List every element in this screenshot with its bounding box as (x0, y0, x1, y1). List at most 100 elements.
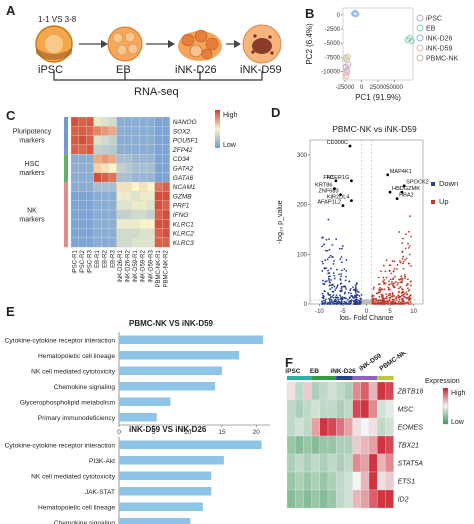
volcano-point (360, 293, 363, 296)
pca-x-tick-label: 50000 (386, 85, 403, 91)
heatmap-cell (86, 191, 94, 201)
volcano-y-axis-label: -log₁₀ p_value (277, 200, 284, 244)
volcano-point (379, 289, 382, 292)
volcano-point (357, 291, 360, 293)
volcano-point (385, 259, 388, 262)
tf-heatmap-cell (336, 381, 345, 401)
volcano-point (347, 292, 350, 294)
tf-heatmap-cell (303, 417, 312, 437)
volcano-point (407, 262, 410, 265)
volcano-point-ns (369, 302, 372, 305)
volcano-point (323, 243, 325, 246)
volcano-x-tick-label: 10 (410, 309, 417, 315)
volcano-point (385, 297, 388, 300)
heatmap-cell (101, 181, 110, 192)
bar-chart-bar (119, 382, 216, 391)
heatmap-gene-label: GZMB (173, 193, 192, 200)
pca-legend-marker (416, 54, 424, 62)
volcano-point (401, 278, 404, 281)
heatmap-cell (70, 191, 79, 201)
volcano-point (339, 298, 342, 301)
tf-heatmap-cell (286, 417, 296, 437)
tf-heatmap-gene-label: STAT5A (398, 461, 424, 468)
volcano-point (393, 282, 396, 284)
heatmap-cell (124, 200, 132, 211)
heatmap-cell (124, 219, 132, 229)
tf-heatmap-cell (311, 471, 320, 491)
heatmap-cell (116, 163, 125, 173)
volcano-point (402, 260, 405, 263)
panel-letter-c: C (6, 108, 16, 123)
heatmap-sample-label: PBMC-NK-R1 (156, 250, 162, 288)
volcano-point (353, 289, 356, 292)
volcano-point (402, 300, 405, 303)
stage-label-ink-d59: iNK-D59 (240, 64, 282, 76)
volcano-point (395, 296, 398, 299)
volcano-point (409, 215, 411, 218)
heatmap-legend-high: High (223, 112, 238, 119)
tf-heatmap-cell (360, 471, 370, 491)
heatmap-cell (146, 191, 155, 201)
tf-heatmap-cell (286, 399, 296, 419)
bar-chart-category-label: Chemokine signaling (54, 520, 116, 524)
heatmap-cell (154, 219, 163, 229)
heatmap-cell (116, 200, 125, 211)
volcano-point (328, 238, 330, 241)
tf-heatmap-cell (352, 381, 361, 401)
tf-heatmap-group-bar (311, 376, 337, 380)
volcano-point (393, 295, 396, 297)
heatmap-cell (108, 154, 117, 164)
heatmap-cell (146, 228, 155, 239)
volcano-point (323, 267, 326, 269)
volcano-point (373, 286, 375, 289)
pca-y-tick-label: -10000 (321, 69, 340, 75)
volcano-point (388, 283, 391, 286)
tf-heatmap-cell (311, 453, 320, 473)
bar-chart-bar (119, 397, 171, 406)
volcano-point (341, 247, 343, 250)
bar-chart-category-label: Chemokine signaling (54, 384, 116, 391)
tf-heatmap-gene-label: ID2 (398, 497, 409, 504)
heatmap-legend-low: Low (223, 142, 237, 149)
volcano-point (388, 269, 391, 272)
volcano-y-tick-label: 100 (297, 252, 308, 258)
volcano-point (331, 244, 334, 246)
volcano-point (358, 295, 361, 297)
heatmap-cell (101, 237, 110, 248)
volcano-point (357, 299, 360, 302)
heatmap-cell (131, 209, 140, 220)
volcano-point (348, 297, 351, 300)
volcano-point (359, 297, 362, 300)
volcano-point (392, 282, 394, 285)
tf-heatmap-cell (303, 471, 312, 491)
volcano-point (393, 267, 396, 270)
volcano-point (399, 303, 402, 305)
volcano-point (389, 294, 392, 297)
heatmap-cell (93, 200, 102, 211)
volcano-point (408, 244, 411, 247)
heatmap-cell (70, 163, 79, 173)
heatmap-gene-label: IFNG (173, 212, 189, 219)
volcano-point (343, 268, 346, 270)
heatmap-cell (93, 209, 102, 220)
volcano-point (409, 297, 412, 300)
volcano-point (408, 299, 411, 301)
tf-heatmap-cell (344, 381, 353, 401)
stage-label-ink-d26: iNK-D26 (175, 64, 217, 76)
tf-heatmap-cell (286, 435, 296, 455)
heatmap-cell (86, 181, 94, 192)
heatmap-cell (108, 172, 117, 183)
rna-seq-label: RNA-seq (134, 86, 179, 98)
volcano-gene-label: CD300C (327, 140, 348, 146)
volcano-gene-label: KIR2DL4 (327, 195, 350, 201)
volcano-labeled-point (402, 184, 406, 188)
volcano-point (339, 258, 342, 261)
tf-heatmap-cell (385, 489, 394, 509)
heatmap-cell (162, 181, 170, 192)
heatmap-cell (78, 126, 87, 136)
volcano-point (382, 295, 384, 298)
volcano-point (341, 269, 343, 272)
heatmap-cell (86, 163, 94, 173)
volcano-point (327, 272, 330, 275)
volcano-point (389, 278, 392, 281)
